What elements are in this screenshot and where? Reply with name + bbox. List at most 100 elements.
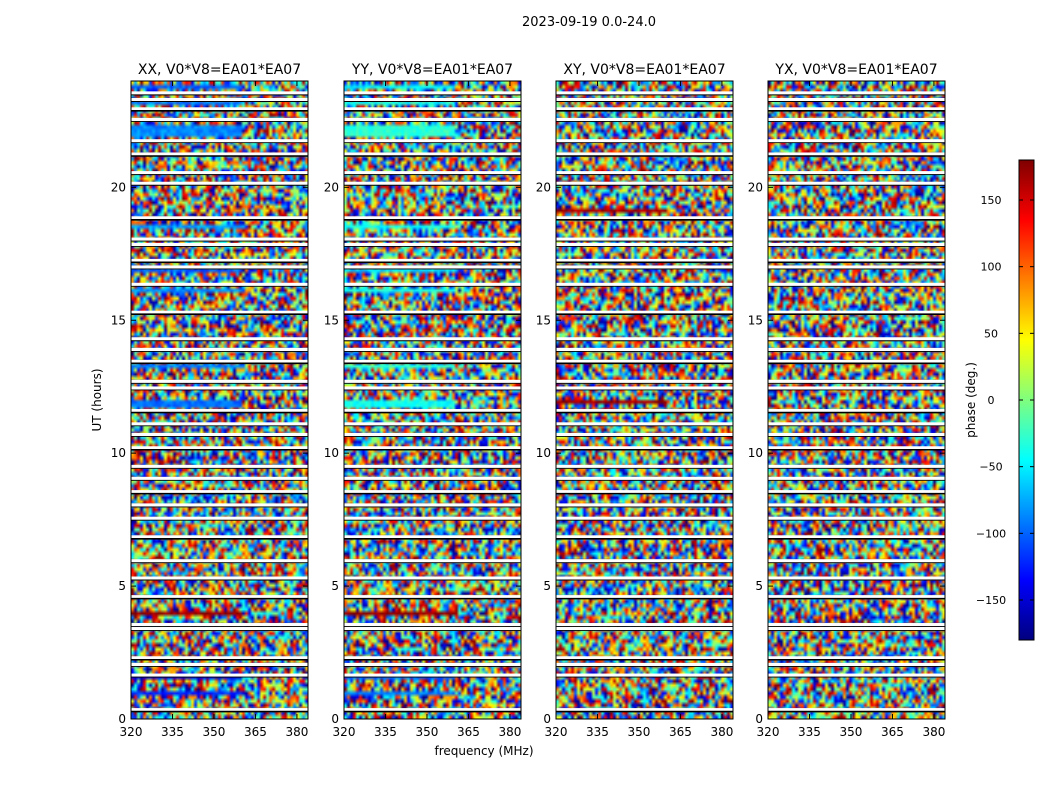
y-tick-label: 5 — [543, 579, 551, 593]
flag-gap — [344, 265, 521, 269]
flag-gap — [768, 359, 945, 364]
flag-gap — [344, 490, 521, 494]
flag-gap — [344, 432, 521, 437]
flag-gap — [768, 516, 945, 520]
y-axis-label: UT (hours) — [90, 368, 104, 431]
flag-gap — [768, 117, 945, 122]
flag-gap — [131, 91, 308, 95]
flag-gap — [556, 432, 733, 437]
flag-gap — [344, 386, 521, 390]
flag-gap — [344, 595, 521, 599]
flag-gap — [768, 708, 945, 712]
flag-gap — [768, 432, 945, 437]
flag-gap — [768, 152, 945, 156]
flag-gap — [768, 559, 945, 563]
flag-gap — [344, 152, 521, 156]
flag-gap — [768, 409, 945, 413]
flag-gap — [556, 386, 733, 390]
x-tick-label: 380 — [922, 725, 945, 739]
y-tick-label: 0 — [118, 712, 126, 726]
x-tick-label: 350 — [840, 725, 863, 739]
flag-gap — [768, 171, 945, 175]
y-tick-label: 10 — [748, 446, 763, 460]
flag-gap — [768, 91, 945, 95]
flag-gap — [768, 107, 945, 111]
y-tick-label: 20 — [748, 180, 763, 194]
y-tick-label: 0 — [543, 712, 551, 726]
y-tick-label: 15 — [111, 313, 126, 327]
flag-gap — [131, 181, 308, 185]
y-tick-label: 5 — [118, 579, 126, 593]
flag-gap — [131, 673, 308, 677]
figure-suptitle: 2023-09-19 0.0-24.0 — [522, 15, 656, 30]
y-tick-label: 15 — [536, 313, 551, 327]
colorbar-label: phase (deg.) — [964, 362, 978, 438]
flag-gap — [131, 237, 308, 241]
flag-gap — [556, 623, 733, 627]
phase-heatmap-1 — [131, 81, 308, 719]
y-tick-label: 15 — [324, 313, 339, 327]
flag-gap — [131, 359, 308, 364]
flag-gap — [131, 535, 308, 539]
y-tick-label: 5 — [755, 579, 763, 593]
flag-gap — [556, 98, 733, 102]
flag-gap — [131, 576, 308, 580]
flag-gap — [344, 139, 521, 143]
flag-gap — [344, 409, 521, 413]
flag-gap — [131, 422, 308, 426]
y-tick-label: 20 — [324, 180, 339, 194]
flag-gap — [768, 379, 945, 383]
x-tick-label: 365 — [669, 725, 692, 739]
x-tick-label: 380 — [285, 725, 308, 739]
flag-gap — [556, 310, 733, 314]
flag-gap — [556, 337, 733, 341]
flag-gap — [768, 535, 945, 539]
flag-gap — [556, 282, 733, 286]
x-tick-label: 350 — [203, 725, 226, 739]
y-tick-label: 20 — [111, 180, 126, 194]
flag-gap — [768, 662, 945, 667]
y-tick-label: 0 — [755, 712, 763, 726]
flag-gap — [344, 559, 521, 563]
flag-gap — [131, 656, 308, 660]
flag-gap — [131, 708, 308, 712]
flag-gap — [556, 216, 733, 220]
flag-gap — [556, 171, 733, 175]
flag-gap — [131, 464, 308, 469]
flag-gap — [344, 98, 521, 102]
panel-title: YY, V0*V8=EA01*EA07 — [351, 62, 513, 78]
flag-gap — [556, 656, 733, 660]
flag-gap — [344, 171, 521, 175]
flag-gap — [344, 464, 521, 469]
flag-gap — [344, 237, 521, 241]
flag-gap — [768, 337, 945, 341]
colorbar-tick-label: −50 — [979, 461, 1002, 474]
flag-gap — [344, 258, 521, 263]
flag-gap — [131, 516, 308, 520]
y-tick-label: 15 — [748, 313, 763, 327]
y-tick-label: 10 — [111, 446, 126, 460]
flag-gap — [768, 623, 945, 627]
x-tick-label: 380 — [498, 725, 521, 739]
x-tick-label: 335 — [798, 725, 821, 739]
colorbar-tick-label: −100 — [976, 527, 1006, 540]
flag-gap — [768, 216, 945, 220]
flag-gap — [344, 535, 521, 539]
panel-frame — [343, 80, 522, 720]
flag-gap — [131, 432, 308, 437]
x-tick-label: 365 — [881, 725, 904, 739]
flag-gap — [344, 117, 521, 122]
flag-gap — [556, 258, 733, 263]
panel-4: YX, V0*V8=EA01*EA07 320 335 350 365 380 0 5 10 15… — [748, 62, 946, 739]
x-tick-label: 335 — [586, 725, 609, 739]
flag-gap — [344, 91, 521, 95]
x-tick-label: 365 — [457, 725, 480, 739]
x-tick-label: 320 — [120, 725, 143, 739]
x-tick-label: 350 — [416, 725, 439, 739]
flag-gap — [344, 516, 521, 520]
flag-gap — [556, 265, 733, 269]
flag-gap — [131, 503, 308, 507]
y-tick-label: 20 — [536, 180, 551, 194]
x-tick-label: 320 — [545, 725, 568, 739]
